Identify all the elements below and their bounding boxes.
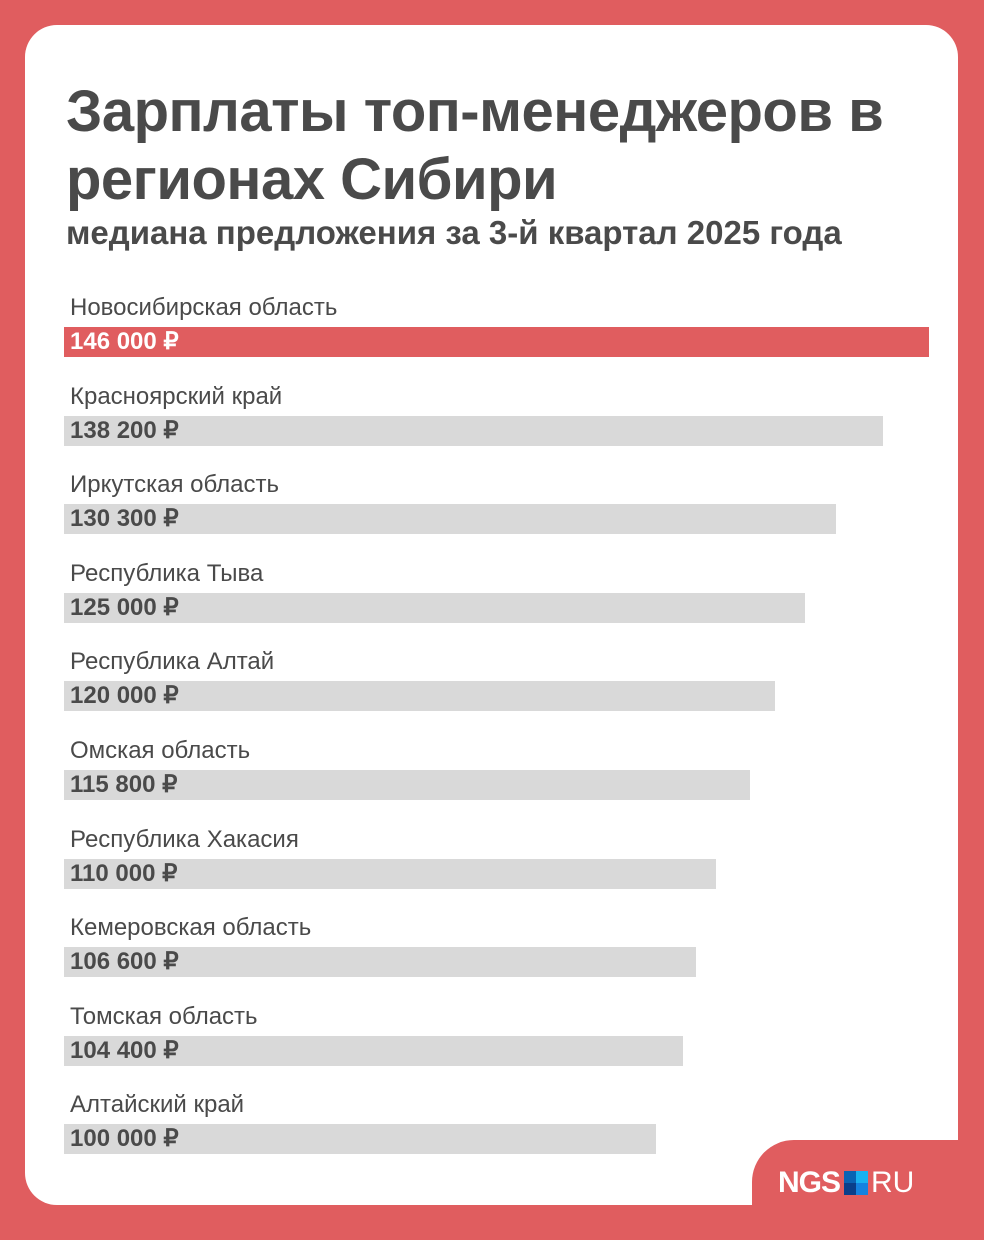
logo-square: [844, 1183, 857, 1195]
value-label: 130 300 ₽: [70, 505, 179, 533]
chart-title: Зарплаты топ-менеджеров в регионах Сибир…: [66, 79, 884, 212]
logo-squares-icon: [844, 1171, 869, 1195]
bar: [64, 592, 805, 623]
bar: [64, 681, 775, 712]
category-label: Красноярский край: [70, 382, 283, 410]
value-label: 120 000 ₽: [70, 682, 179, 710]
value-label: 106 600 ₽: [70, 948, 179, 976]
category-label: Иркутская область: [70, 471, 279, 499]
category-label: Кемеровская область: [70, 914, 312, 942]
value-label: 138 200 ₽: [70, 416, 179, 444]
value-label: 146 000 ₽: [70, 328, 179, 355]
category-label: Томская область: [70, 1002, 258, 1030]
chart-subtitle: медиана предложения за 3-й квартал 2025 …: [66, 214, 842, 251]
category-label: Республика Хакасия: [70, 825, 299, 853]
bar: [64, 504, 836, 535]
bar: [64, 1124, 657, 1155]
value-label: 115 800 ₽: [70, 771, 178, 798]
bar: [64, 327, 929, 357]
category-label: Республика Тыва: [70, 559, 264, 587]
bar: [64, 858, 716, 889]
value-label: 100 000 ₽: [70, 1125, 179, 1153]
bar: [64, 947, 696, 978]
category-label: Омская область: [70, 737, 251, 764]
bar: [64, 770, 751, 800]
bar: [64, 1035, 683, 1066]
ngs-logo: NGS RU: [778, 1166, 914, 1200]
category-label: Республика Алтай: [70, 648, 275, 676]
value-label: 104 400 ₽: [70, 1036, 179, 1064]
category-label: Новосибирская область: [70, 294, 338, 321]
value-label: 125 000 ₽: [70, 593, 179, 621]
logo-suffix: RU: [871, 1166, 915, 1199]
logo-square: [856, 1183, 869, 1195]
logo-square: [844, 1171, 857, 1183]
value-label: 110 000 ₽: [70, 859, 178, 887]
logo-square: [856, 1171, 869, 1183]
category-label: Алтайский край: [70, 1091, 245, 1119]
logo-text: NGS: [778, 1166, 841, 1199]
bar: [64, 415, 883, 446]
